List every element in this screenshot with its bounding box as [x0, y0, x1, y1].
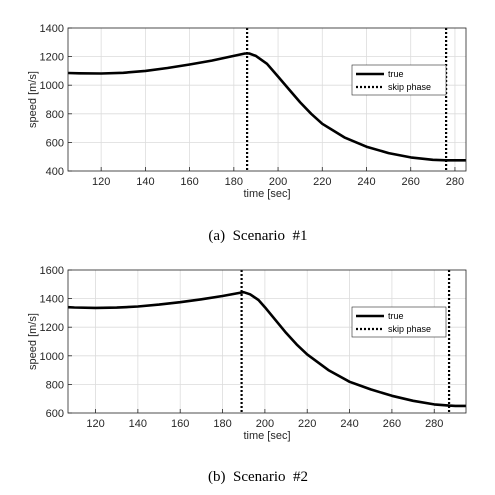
- chart2-legend: true skip phase: [351, 306, 447, 338]
- chart1-series-true-line: [67, 52, 466, 162]
- chart1-x-tick-label: 280: [446, 176, 464, 188]
- chart1-x-tick-label: 200: [269, 176, 287, 188]
- chart1-x-tick-label: 260: [402, 176, 420, 188]
- chart1-y-tick-label: 800: [46, 109, 64, 121]
- chart2-x-tick-label: 180: [213, 418, 231, 430]
- chart1-x-tick-label: 240: [357, 176, 375, 188]
- chart1-x-tick-label: 220: [313, 176, 331, 188]
- chart2-y-tick-label: 800: [46, 379, 64, 391]
- chart2-y-tick-label: 600: [46, 408, 64, 420]
- chart2-series-true-line: [67, 290, 466, 408]
- chart1-y-tick-label: 1000: [40, 80, 64, 92]
- chart1-plot-area: [68, 28, 466, 171]
- chart2-x-tick-label: 140: [129, 418, 147, 430]
- chart2-x-tick-label: 240: [340, 418, 358, 430]
- chart1-plot: 120 140 160 180 200 220 240 260 280 400 600 800 1000…: [27, 23, 467, 200]
- chart2-caption: (b) Scenario #2: [208, 469, 308, 485]
- chart1-x-tick-label: 120: [92, 176, 110, 188]
- chart1-x-tick-label: 160: [180, 176, 198, 188]
- chart2-y-axis-label: speed [m/s]: [27, 313, 39, 370]
- chart1-x-axis-label: time [sec]: [243, 188, 290, 200]
- chart1-x-tick-label: 140: [136, 176, 154, 188]
- chart2-x-axis-label: time [sec]: [243, 430, 290, 442]
- chart1-y-axis-label: speed [m/s]: [27, 71, 39, 128]
- chart2-legend-skip-phase-label: skip phase: [388, 324, 431, 334]
- chart2-legend-true-label: true: [388, 311, 404, 321]
- chart2-x-tick-label: 160: [171, 418, 189, 430]
- chart2-y-tick-label: 1600: [40, 265, 64, 277]
- chart1-legend-skip-phase-label: skip phase: [388, 82, 431, 92]
- chart2-plot-area: [68, 270, 466, 413]
- chart1-y-tick-label: 1400: [40, 23, 64, 35]
- chart1-y-tick-label: 600: [46, 137, 64, 149]
- chart2-x-tick-label: 120: [86, 418, 104, 430]
- chart2-y-tick-label: 1200: [40, 322, 64, 334]
- chart1-legend-true-label: true: [388, 69, 404, 79]
- chart1-legend-box: [351, 64, 447, 96]
- chart1-axes-box: [67, 27, 467, 172]
- chart1-y-tick-label: 1200: [40, 52, 64, 64]
- chart2-y-tick-label: 1000: [40, 351, 64, 363]
- chart2-legend-box: [351, 306, 447, 338]
- chart2-plot: 120 140 160 180 200 220 240 260 280 600 800 1000 120…: [27, 265, 467, 442]
- chart1-legend: true skip phase: [351, 64, 447, 96]
- chart1-caption: (a) Scenario #1: [208, 228, 307, 244]
- chart2-x-tick-label: 260: [383, 418, 401, 430]
- chart2-x-tick-label: 220: [298, 418, 316, 430]
- chart2-y-tick-label: 1400: [40, 294, 64, 306]
- chart2-x-tick-label: 200: [256, 418, 274, 430]
- chart1-x-tick-label: 180: [225, 176, 243, 188]
- chart2-x-tick-label: 280: [425, 418, 443, 430]
- chart1-y-tick-label: 400: [46, 166, 64, 178]
- chart2-axes-box: [67, 269, 467, 414]
